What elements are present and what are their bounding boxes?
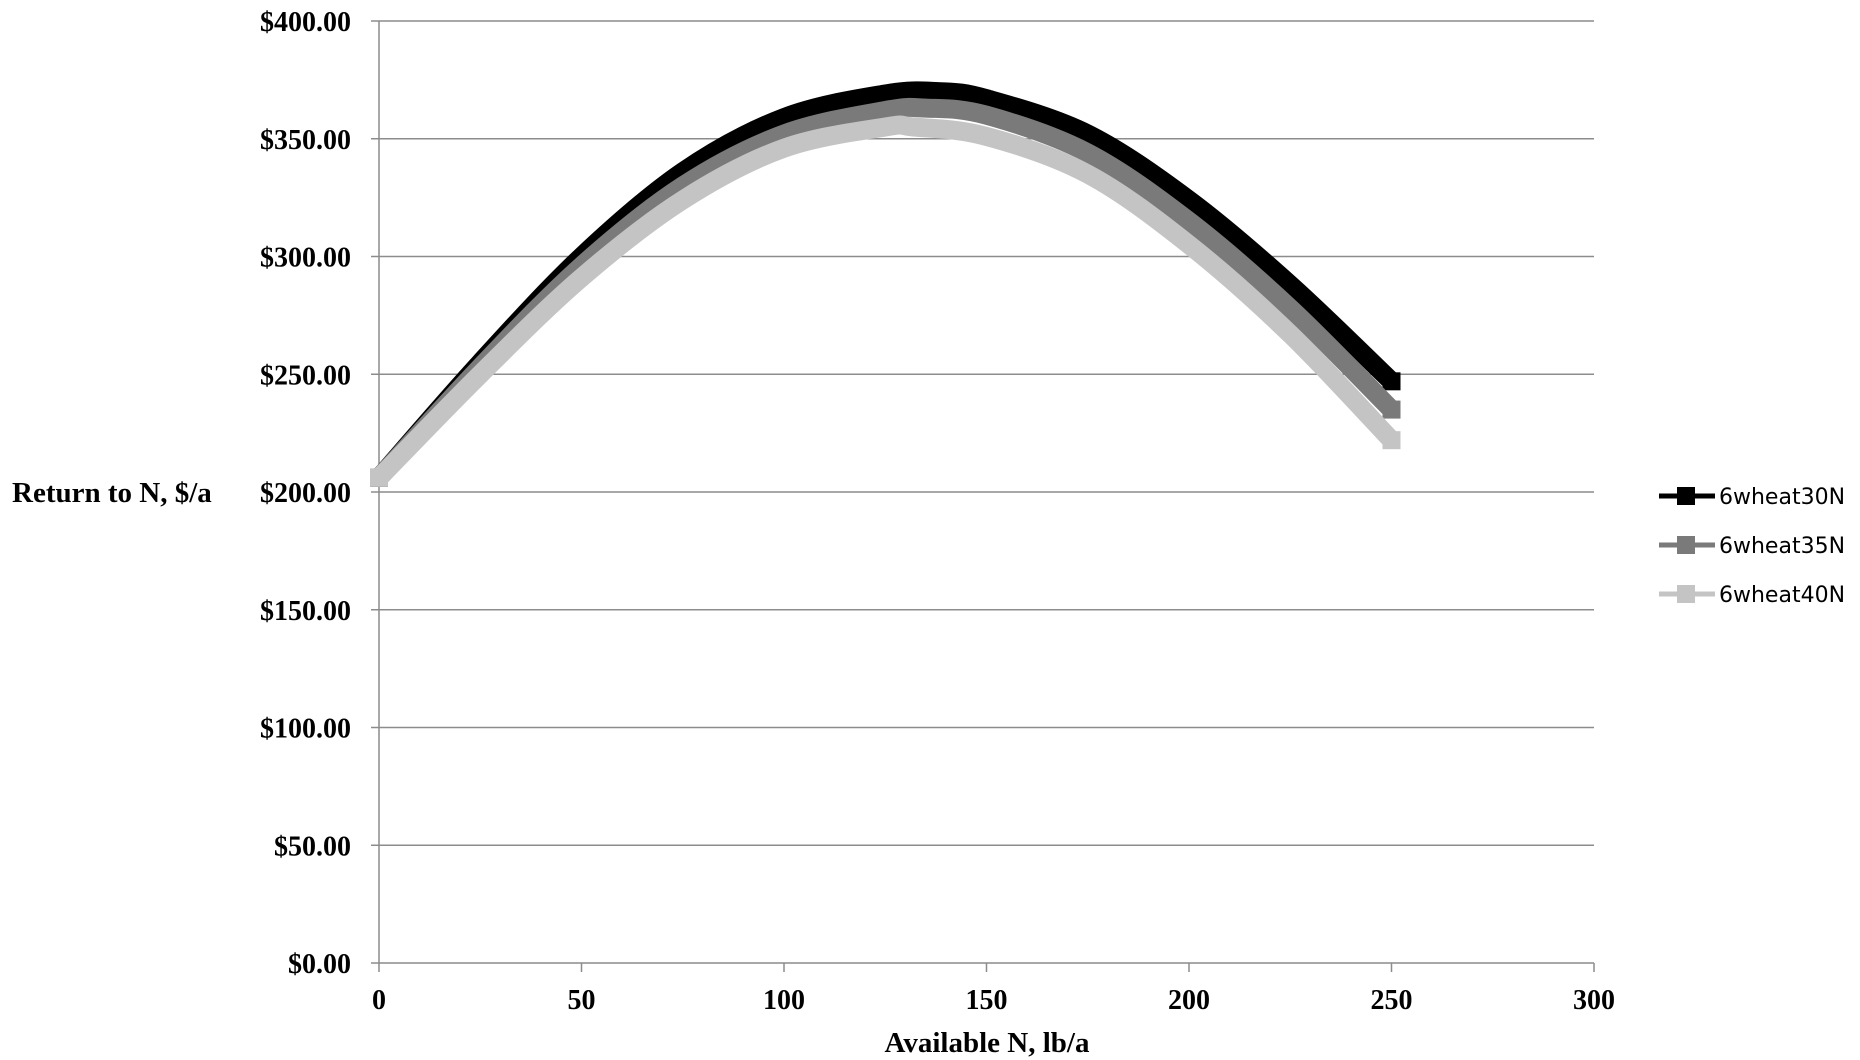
x-tick-label: 100: [763, 985, 805, 1016]
data-marker-6wheat35N-end: [1382, 400, 1401, 419]
y-tick-label: $100.00: [260, 714, 351, 745]
legend-label: 6wheat35N: [1719, 534, 1845, 559]
x-axis-title: Available N, lb/a: [885, 1027, 1090, 1059]
legend-item-6wheat30N: 6wheat30N: [1659, 485, 1845, 510]
data-marker-6wheat40N-end: [1382, 431, 1401, 450]
legend-item-6wheat35N: 6wheat35N: [1659, 534, 1845, 559]
y-tick-label: $50.00: [274, 831, 351, 862]
x-tick-label: 300: [1573, 985, 1615, 1016]
series-line-6wheat40N: [372, 115, 1399, 485]
y-tick-label: $350.00: [260, 125, 351, 156]
y-tick-label: $250.00: [260, 360, 351, 391]
legend: 6wheat30N 6wheat35N 6wheat40N: [1659, 485, 1845, 608]
data-marker-6wheat30N-end: [1382, 372, 1401, 391]
legend-swatch-marker: [1677, 536, 1695, 554]
data-marker-6wheat40N-start: [370, 468, 388, 487]
y-axis-title: Return to N, $/a: [12, 477, 212, 509]
legend-label: 6wheat40N: [1719, 583, 1845, 608]
tick-labels: $0.00 $50.00 $100.00 $150.00 $200.00 $250.00 $…: [260, 7, 1615, 1016]
y-tick-label: $200.00: [260, 478, 351, 509]
legend-label: 6wheat30N: [1719, 485, 1845, 510]
x-tick-label: 250: [1371, 985, 1413, 1016]
legend-swatch-marker: [1677, 487, 1695, 505]
x-tick-label: 150: [966, 985, 1008, 1016]
y-tick-label: $300.00: [260, 243, 351, 274]
axes: [371, 20, 1595, 972]
x-tick-label: 200: [1168, 985, 1210, 1016]
x-tick-label: 50: [568, 985, 596, 1016]
y-tick-label: $150.00: [260, 596, 351, 627]
y-tick-label: $400.00: [260, 7, 351, 38]
legend-swatch-marker: [1677, 585, 1695, 603]
x-tick-label: 0: [372, 985, 386, 1016]
legend-item-6wheat40N: 6wheat40N: [1659, 583, 1845, 608]
series-layer: [370, 81, 1401, 487]
y-tick-label: $0.00: [288, 949, 351, 980]
